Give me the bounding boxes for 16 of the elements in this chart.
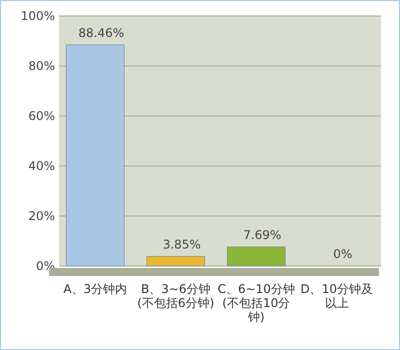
x-tick-label: D、10分钟及以上 [299,282,374,310]
x-tick-label: C、6~10分钟(不包括10分钟) [217,282,296,324]
data-label: 88.46% [78,26,124,40]
x-tick-label: A、3分钟内 [62,282,128,296]
data-label: 7.69% [243,228,282,242]
data-label: 0% [333,247,352,261]
y-tick-label: 20% [28,209,55,223]
bar [227,246,286,266]
data-label: 3.85% [162,237,201,252]
y-tick-label: 80% [28,59,55,73]
y-tick-label: 100% [20,9,55,23]
y-tick-label: 60% [28,109,55,123]
x-tick-label: B、3~6分钟(不包括6分钟) [136,282,215,310]
bar [146,256,205,266]
y-tick-label: 40% [28,159,55,173]
bar [66,44,124,266]
